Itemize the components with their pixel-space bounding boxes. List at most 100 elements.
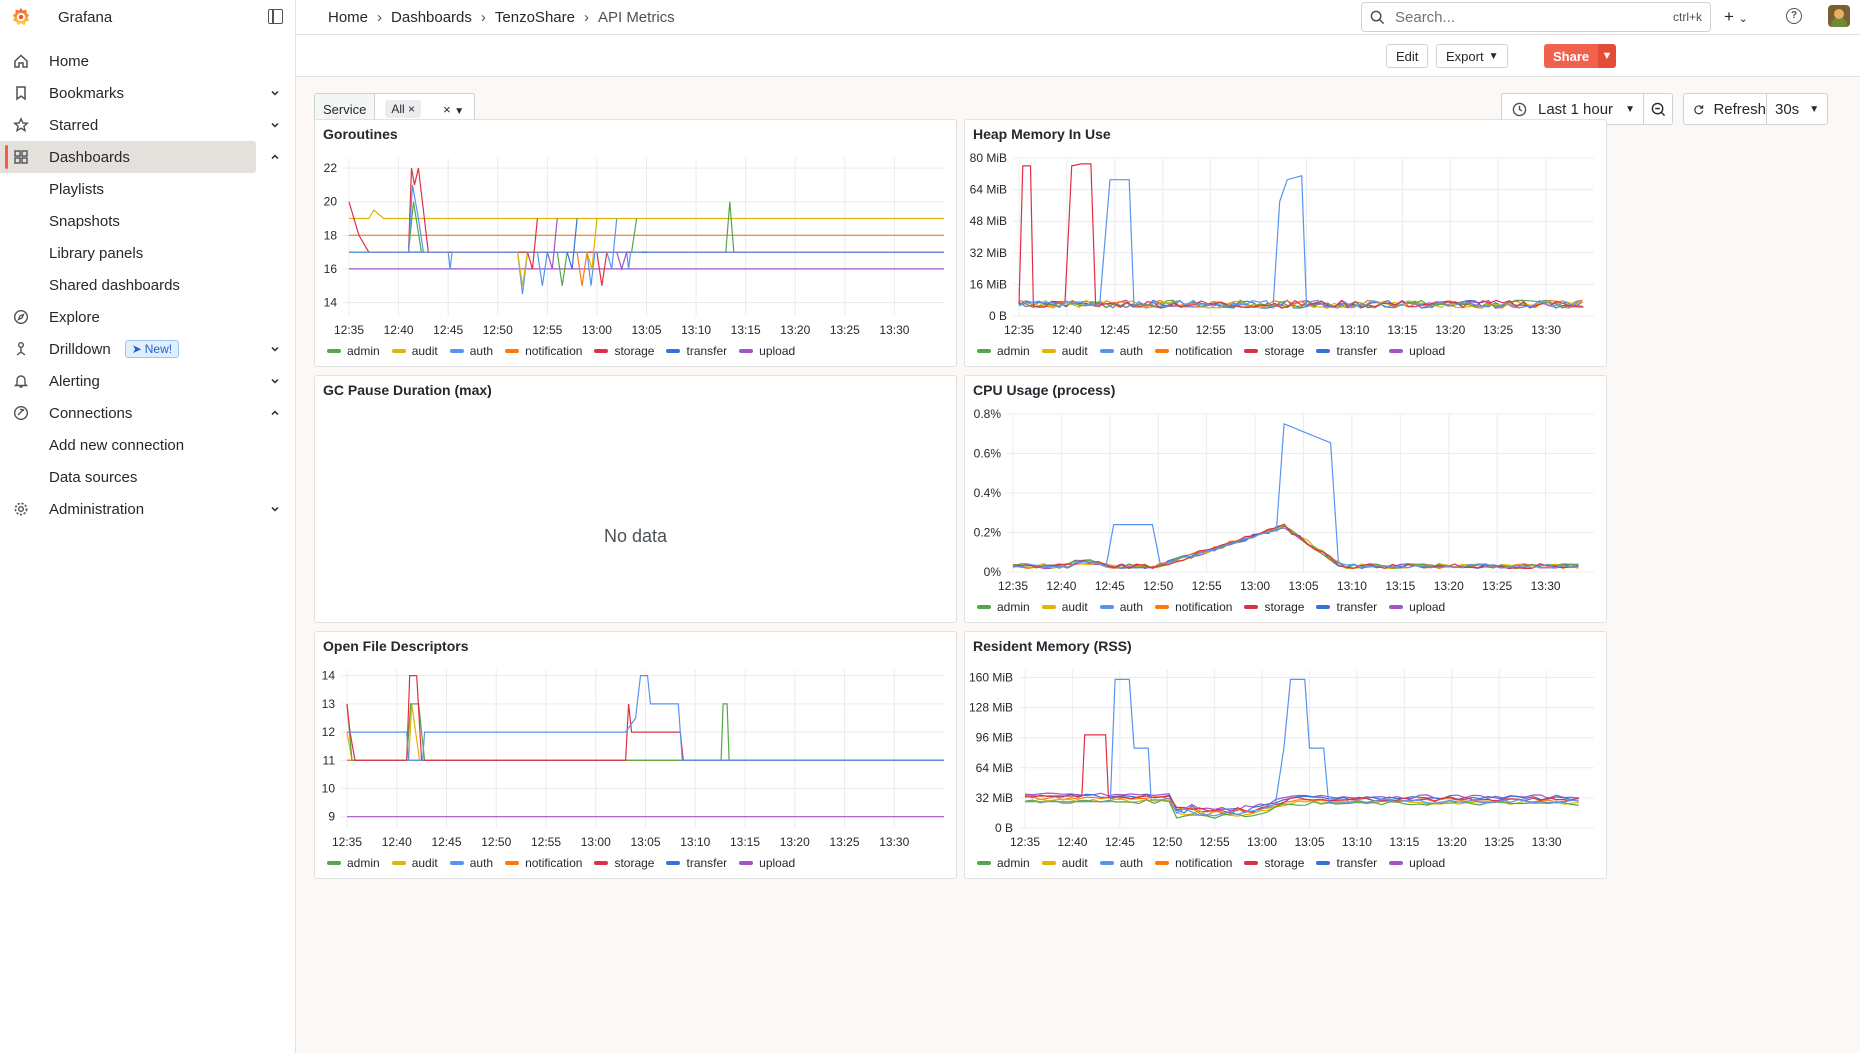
chevron-up-icon[interactable]	[269, 150, 281, 167]
series-line-storage[interactable]	[526, 218, 539, 270]
chevron-down-icon[interactable]	[269, 342, 281, 359]
legend-item-audit[interactable]: audit	[1041, 344, 1088, 358]
legend-item-storage[interactable]: storage	[1244, 600, 1304, 614]
sidebar-item-library-panels[interactable]: Library panels	[0, 237, 295, 269]
series-line-auth[interactable]	[349, 184, 944, 295]
series-line-notification[interactable]	[576, 252, 588, 286]
legend-item-transfer[interactable]: transfer	[666, 344, 727, 358]
legend-item-admin[interactable]: admin	[977, 344, 1030, 358]
legend-item-admin[interactable]: admin	[977, 856, 1030, 870]
timeseries-chart[interactable]: 0% 0.2% 0.4% 0.6% 0.8% 12:35 12:40 12:45 12:50 12…	[965, 376, 1608, 624]
legend-item-notification[interactable]: notification	[1155, 856, 1232, 870]
remove-chip-icon[interactable]: ×	[408, 102, 416, 116]
legend-item-upload[interactable]: upload	[1389, 600, 1445, 614]
legend-item-audit[interactable]: audit	[1041, 600, 1088, 614]
series-line-audit[interactable]	[1025, 798, 1579, 817]
legend-item-admin[interactable]: admin	[327, 344, 380, 358]
legend-item-notification[interactable]: notification	[505, 856, 582, 870]
breadcrumb-item[interactable]: Home	[328, 9, 369, 26]
sidebar-item-add-new-connection[interactable]: Add new connection	[0, 429, 295, 461]
sidebar-item-snapshots[interactable]: Snapshots	[0, 205, 295, 237]
refresh-interval-picker[interactable]: 30s ▼	[1766, 93, 1828, 125]
clear-variable-icon[interactable]: × ▼	[443, 101, 465, 117]
legend-item-audit[interactable]: audit	[391, 344, 438, 358]
export-button[interactable]: Export ▼	[1436, 44, 1509, 68]
timeseries-chart[interactable]: 9 10 11 12 13 14 12:35 12:40 12:45 12:50 12:55 13:0…	[315, 632, 958, 880]
sidebar-item-bookmarks[interactable]: Bookmarks	[0, 77, 295, 109]
series-line-storage[interactable]	[1012, 523, 1579, 570]
grafana-logo-icon[interactable]	[10, 6, 32, 28]
chevron-up-icon[interactable]	[269, 406, 281, 423]
panel-gc-pause-duration-max[interactable]: GC Pause Duration (max) No data	[314, 375, 957, 623]
legend-item-notification[interactable]: notification	[1155, 600, 1232, 614]
series-line-notification[interactable]	[1024, 796, 1579, 817]
series-line-admin[interactable]	[631, 218, 638, 253]
panel-title[interactable]: CPU Usage (process)	[973, 382, 1116, 398]
series-line-auth[interactable]	[347, 675, 944, 761]
sidebar-item-explore[interactable]: Explore	[0, 301, 295, 333]
refresh-button[interactable]: Refresh	[1683, 93, 1767, 125]
series-line-upload[interactable]	[616, 251, 628, 272]
sidebar-item-home[interactable]: Home	[0, 45, 295, 77]
series-line-storage[interactable]	[1018, 163, 1584, 309]
series-line-auth[interactable]	[1025, 678, 1579, 817]
legend-item-transfer[interactable]: transfer	[666, 856, 727, 870]
legend-item-audit[interactable]: audit	[1041, 856, 1088, 870]
legend-item-admin[interactable]: admin	[977, 600, 1030, 614]
series-line-admin[interactable]	[556, 252, 568, 286]
chevron-down-icon[interactable]	[269, 502, 281, 519]
legend-item-notification[interactable]: notification	[505, 344, 582, 358]
share-button[interactable]: Share	[1544, 44, 1599, 68]
series-line-auth[interactable]	[1012, 423, 1579, 569]
share-menu-icon[interactable]: ▼	[1598, 44, 1616, 68]
new-menu-icon[interactable]: + ⌄	[1724, 7, 1748, 26]
sidebar-item-data-sources[interactable]: Data sources	[0, 461, 295, 493]
panel-title[interactable]: Goroutines	[323, 126, 398, 142]
edit-button[interactable]: Edit	[1386, 44, 1429, 68]
legend-item-upload[interactable]: upload	[739, 344, 795, 358]
legend-item-transfer[interactable]: transfer	[1316, 856, 1377, 870]
panel-heap-memory-in-use[interactable]: Heap Memory In Use 0 B 16 MiB 32 MiB 48 MiB 6…	[964, 119, 1607, 367]
legend-item-auth[interactable]: auth	[1099, 600, 1143, 614]
user-avatar[interactable]	[1828, 5, 1850, 27]
series-line-transfer[interactable]	[566, 218, 578, 270]
series-line-auth[interactable]	[606, 218, 618, 270]
variable-chip[interactable]: All ×	[385, 100, 422, 118]
legend-item-notification[interactable]: notification	[1155, 344, 1232, 358]
series-line-auth[interactable]	[1018, 175, 1580, 310]
legend-item-auth[interactable]: auth	[1099, 856, 1143, 870]
legend-item-storage[interactable]: storage	[1244, 344, 1304, 358]
sidebar-item-starred[interactable]: Starred	[0, 109, 295, 141]
legend-item-upload[interactable]: upload	[739, 856, 795, 870]
series-line-audit[interactable]	[586, 218, 598, 270]
zoom-out-button[interactable]	[1643, 93, 1673, 125]
legend-item-auth[interactable]: auth	[1099, 344, 1143, 358]
chevron-down-icon[interactable]	[269, 86, 281, 103]
legend-item-auth[interactable]: auth	[449, 856, 493, 870]
legend-item-audit[interactable]: audit	[391, 856, 438, 870]
sidebar-item-alerting[interactable]: Alerting	[0, 365, 295, 397]
sidebar-item-connections[interactable]: Connections	[0, 397, 295, 429]
dock-menu-icon[interactable]	[268, 9, 283, 24]
legend-item-storage[interactable]: storage	[1244, 856, 1304, 870]
panel-title[interactable]: Resident Memory (RSS)	[973, 638, 1132, 654]
sidebar-item-dashboards[interactable]: Dashboards	[0, 141, 279, 173]
panel-title[interactable]: Heap Memory In Use	[973, 126, 1111, 142]
panel-resident-memory-rss[interactable]: Resident Memory (RSS) 0 B 32 MiB 64 MiB 96 M…	[964, 631, 1607, 879]
timeseries-chart[interactable]: 0 B 32 MiB 64 MiB 96 MiB 128 MiB 160 MiB 12:35…	[965, 632, 1608, 880]
legend-item-upload[interactable]: upload	[1389, 344, 1445, 358]
legend-item-transfer[interactable]: transfer	[1316, 344, 1377, 358]
legend-item-transfer[interactable]: transfer	[1316, 600, 1377, 614]
legend-item-storage[interactable]: storage	[594, 344, 654, 358]
breadcrumb-item[interactable]: TenzoShare	[494, 9, 575, 26]
legend-item-upload[interactable]: upload	[1389, 856, 1445, 870]
panel-open-file-descriptors[interactable]: Open File Descriptors 9 10 11 12 13 14 12:35 12:…	[314, 631, 957, 879]
series-line-storage[interactable]	[348, 167, 944, 253]
legend-item-auth[interactable]: auth	[449, 344, 493, 358]
sidebar-item-administration[interactable]: Administration	[0, 493, 295, 525]
series-line-audit[interactable]	[516, 252, 529, 286]
chevron-down-icon[interactable]	[269, 118, 281, 135]
timeseries-chart[interactable]: 14 16 18 20 22 12:35 12:40 12:45 12:50 12:55 13:00…	[315, 120, 958, 368]
legend-item-admin[interactable]: admin	[327, 856, 380, 870]
legend-item-storage[interactable]: storage	[594, 856, 654, 870]
